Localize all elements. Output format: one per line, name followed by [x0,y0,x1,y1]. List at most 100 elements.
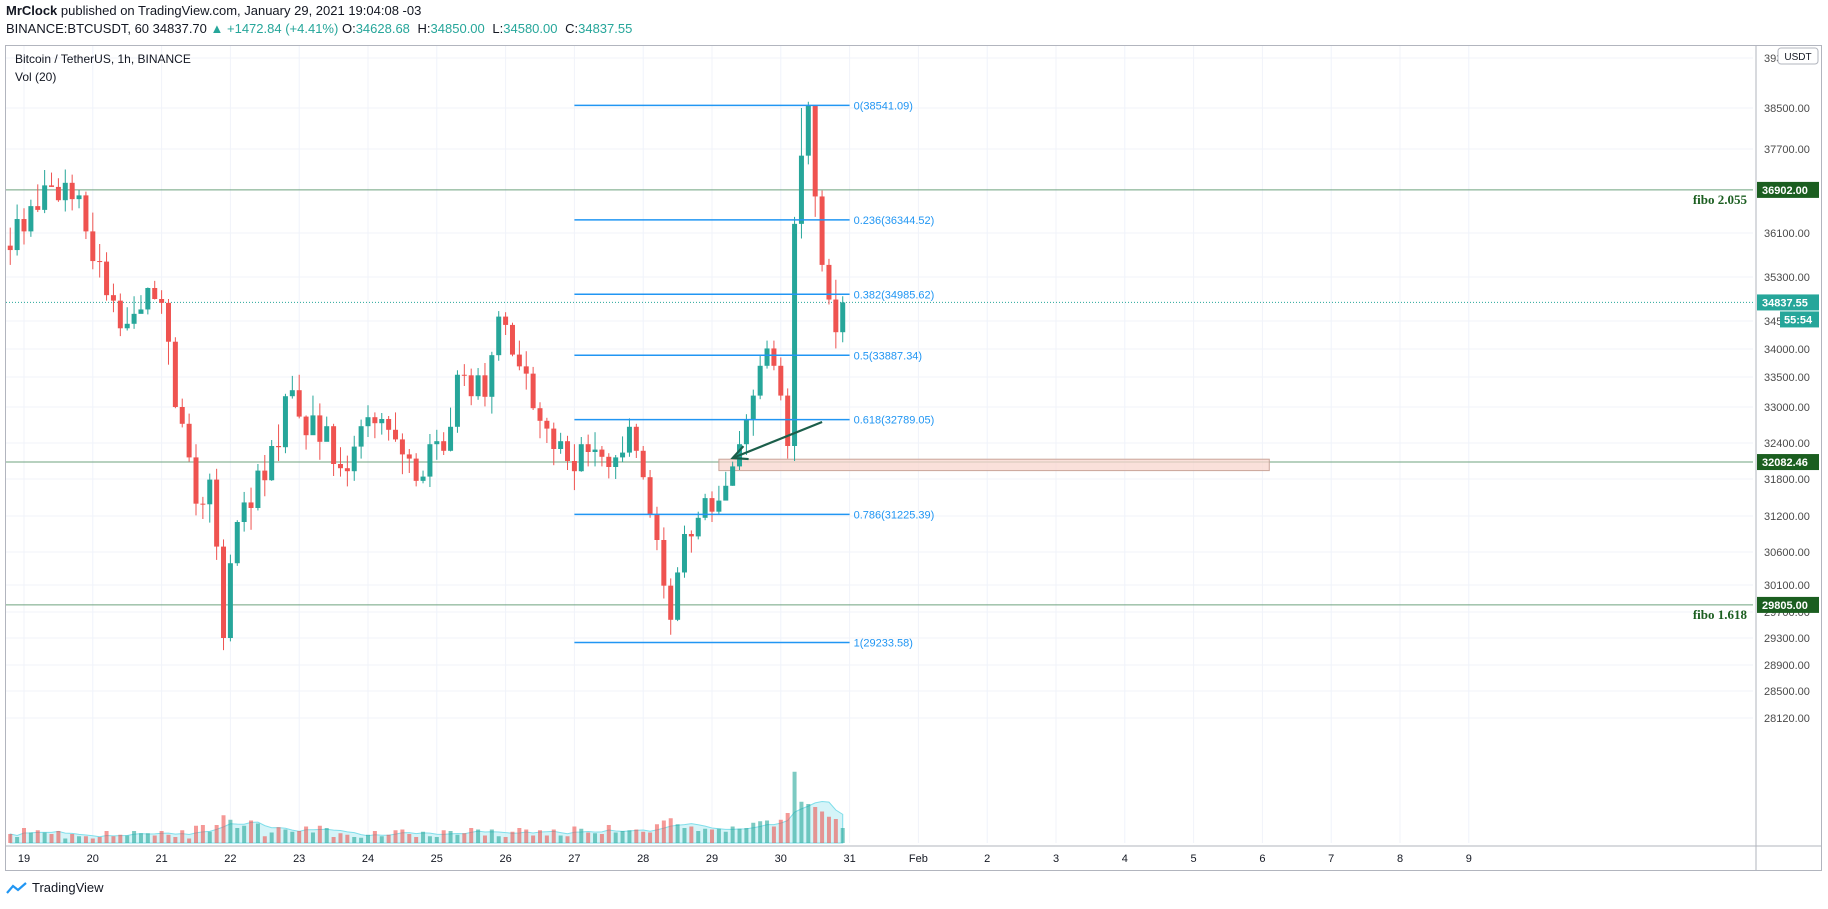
volume-bar-0 [8,834,13,843]
chart-legend-title: Bitcoin / TetherUS, 1h, BINANCE [15,52,191,66]
symbol-name: BINANCE:BTCUSDT, 60 [6,21,150,36]
candle-body-46 [324,426,330,442]
ohlc-high-value: 34850.00 [430,21,485,36]
candle-body-34 [241,502,247,522]
volume-bar-112 [778,819,783,843]
price-change: ▲ +1472.84 (+4.41%) [210,21,339,36]
candle-body-33 [234,522,240,564]
x-tick-label-3: 22 [224,853,236,865]
candle-body-85 [592,449,598,452]
y-tick-label-11: 33500.00 [1764,372,1810,384]
volume-bar-105 [730,826,735,843]
x-tick-label-18: 6 [1259,853,1265,865]
volume-bar-106 [737,828,742,843]
candle-body-114 [792,223,798,446]
volume-bar-25 [180,830,185,843]
volume-bar-56 [393,830,398,843]
candle-body-81 [565,441,571,461]
last-price: 34837.70 [152,21,207,36]
candle-body-83 [578,444,584,472]
volume-bar-16 [118,834,123,843]
volume-bar-7 [56,831,61,843]
volume-bar-61 [427,836,432,843]
volume-bar-55 [386,834,391,843]
volume-bar-74 [517,828,522,843]
support-zone[interactable] [718,458,1270,472]
fib-level-label-3: 0.5(33887.34) [854,350,923,362]
candle-body-22 [159,299,165,303]
y-tick-label-1: 28500.00 [1764,686,1810,698]
volume-bar-27 [194,825,198,843]
volume-bar-99 [689,826,694,843]
y-tick-label-0: 28120.00 [1764,713,1810,725]
volume-bar-12 [90,838,95,843]
y-tick-label-12: 34000.00 [1764,344,1810,356]
candle-body-2 [21,219,27,232]
footer-brand[interactable]: TradingView [6,880,104,895]
price-chart[interactable]: 0(38541.09) 0.236(36344.52) 0.382(34985.62… [6,46,1821,870]
x-tick-label-9: 28 [637,853,649,865]
candle-body-14 [104,261,110,296]
candle-body-99 [688,534,694,537]
price-tag-3: 34837.55 [1762,297,1808,309]
candle-body-8 [62,182,68,201]
author-name[interactable]: MrClock [6,3,58,18]
candle-body-38 [269,446,275,481]
candle-body-43 [303,416,309,436]
candle-body-104 [723,485,729,501]
candle-body-31 [221,546,227,638]
volume-bar-67 [469,828,474,843]
ohlc-open-value: 34628.68 [355,21,410,36]
volume-bar-47 [331,837,336,843]
volume-bar-120 [833,819,838,843]
countdown-label: 55:54 [1784,314,1813,326]
volume-bar-107 [744,828,749,843]
volume-bar-80 [558,835,563,843]
x-tick-label-21: 9 [1466,853,1472,865]
candle-body-78 [544,420,550,429]
volume-bar-29 [207,831,212,843]
candle-body-53 [372,417,378,424]
candle-body-75 [523,366,529,374]
candle-body-23 [165,302,171,342]
price-tag-bg-0 [1757,181,1819,198]
volume-bar-39 [276,827,281,843]
candle-body-91 [633,426,639,451]
y-tick-label-15: 36100.00 [1764,228,1810,240]
volume-bar-58 [407,834,412,843]
candle-body-109 [757,365,763,396]
candle-body-30 [214,479,220,547]
candle-body-120 [833,299,839,333]
chart-frame[interactable]: 0(38541.09) 0.236(36344.52) 0.382(34985.62… [5,45,1822,871]
volume-bar-40 [283,829,288,843]
volume-bar-30 [214,825,219,843]
candle-body-92 [640,450,646,478]
y-tick-label-2: 28900.00 [1764,660,1810,672]
footer-brand-text: TradingView [32,880,104,895]
candle-body-77 [537,408,543,421]
volume-bar-92 [641,831,646,843]
volume-bar-70 [489,829,494,843]
volume-bar-64 [448,831,453,843]
candle-body-98 [681,534,687,573]
volume-bar-15 [111,836,116,843]
volume-bar-11 [83,836,88,843]
x-tick-label-2: 21 [155,853,167,865]
candle-body-21 [152,288,158,299]
annotation-arrow[interactable] [732,420,823,460]
volume-bar-66 [462,833,467,843]
candle-body-41 [289,390,295,397]
candle-body-25 [179,407,185,424]
volume-bar-98 [682,828,687,843]
candle-body-68 [475,375,481,397]
candle-body-93 [647,477,653,515]
volume-bar-113 [785,813,790,843]
x-tick-label-15: 3 [1053,853,1059,865]
candle-body-96 [668,585,674,620]
candle-body-56 [393,429,399,440]
candle-body-80 [558,441,564,449]
candle-body-37 [262,470,268,481]
volume-bar-23 [166,834,171,843]
candle-body-55 [386,419,392,430]
currency-badge[interactable]: USDT [1784,52,1811,63]
